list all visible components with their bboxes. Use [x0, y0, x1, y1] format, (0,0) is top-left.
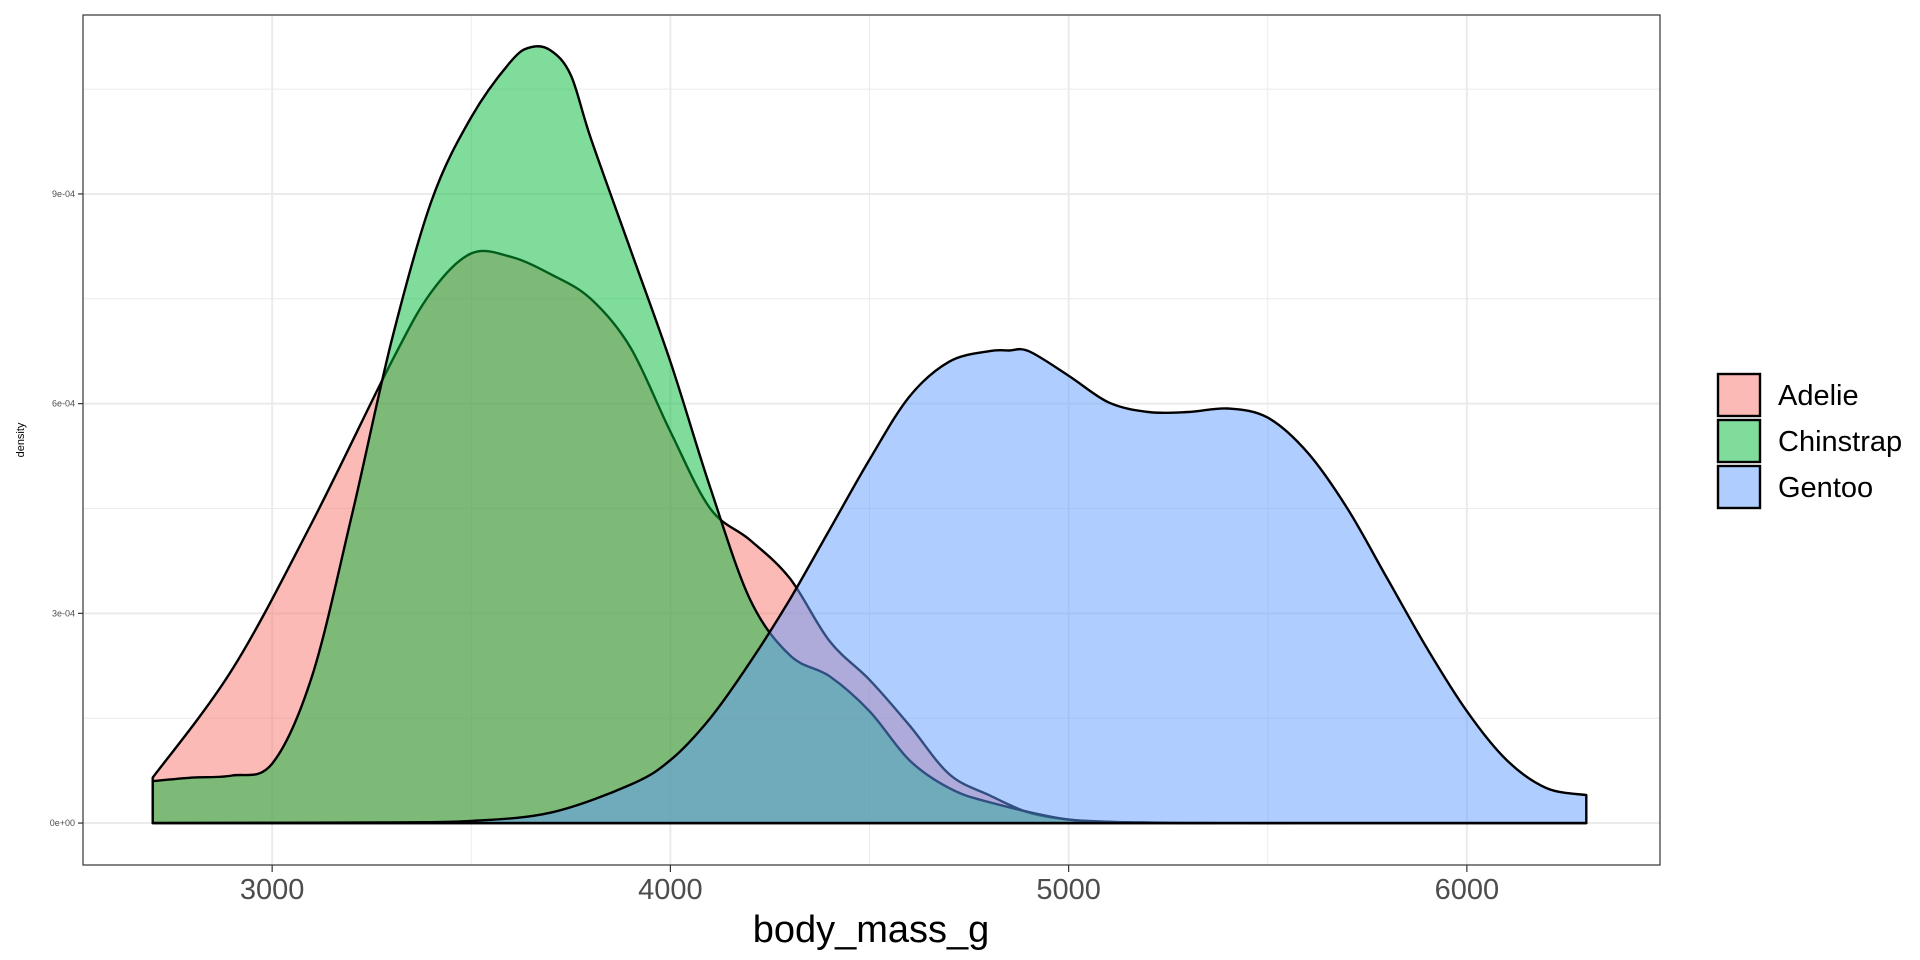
y-tick-label: 9e-04 [52, 189, 75, 199]
plot-panel-border [82, 14, 1661, 866]
x-tick-label: 6000 [1435, 874, 1500, 906]
x-axis: 3000 4000 5000 6000 [240, 865, 1499, 906]
legend-key-gentoo [1716, 464, 1762, 510]
y-tick-label: 3e-04 [52, 608, 75, 618]
y-axis: 0e+00 3e-04 6e-04 9e-04 [50, 189, 83, 828]
legend-label-gentoo: Gentoo [1778, 472, 1873, 504]
y-tick-label: 6e-04 [52, 399, 75, 409]
legend-label-chinstrap: Chinstrap [1778, 426, 1902, 458]
x-tick-label: 5000 [1036, 874, 1101, 906]
y-tick-label: 0e+00 [50, 818, 75, 828]
legend-key-adelie [1716, 372, 1762, 418]
y-axis-title: density [15, 422, 27, 457]
x-tick-label: 3000 [240, 874, 305, 906]
legend-key-chinstrap [1716, 418, 1762, 464]
x-tick-label: 4000 [638, 874, 703, 906]
legend: Adelie Chinstrap Gentoo [1716, 372, 1902, 510]
x-axis-title: body_mass_g [753, 909, 990, 951]
density-areas [151, 45, 1588, 825]
density-area-gentoo [151, 347, 1588, 825]
legend-label-adelie: Adelie [1778, 380, 1859, 412]
